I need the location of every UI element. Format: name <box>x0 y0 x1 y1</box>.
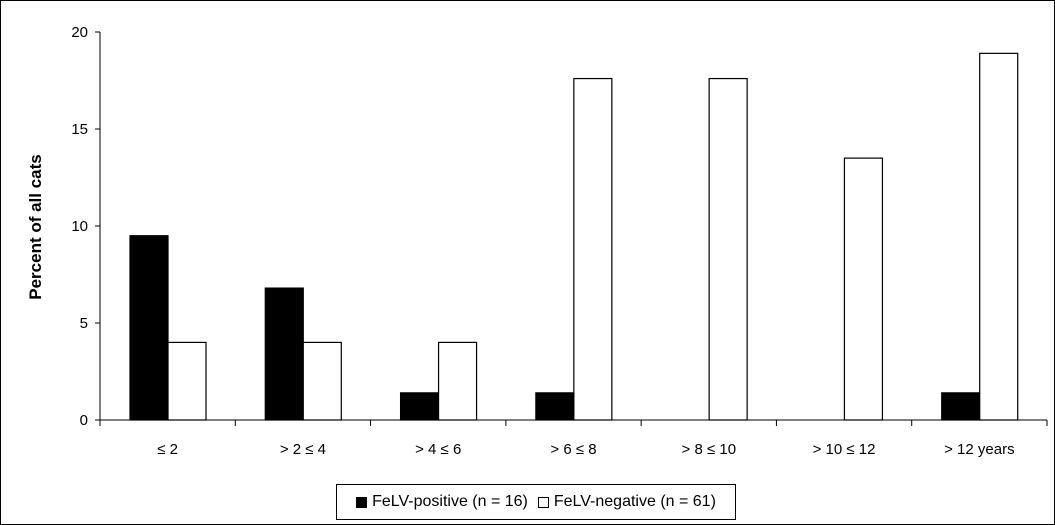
x-tick-label: > 4 ≤ 6 <box>415 441 461 458</box>
legend-swatch-negative <box>537 496 549 508</box>
x-tick-label: > 12 years <box>944 441 1014 458</box>
y-tick-label: 15 <box>71 121 88 138</box>
legend-swatch-positive <box>356 496 368 508</box>
bar-negative-3 <box>573 77 613 421</box>
bar-positive-2 <box>399 392 440 421</box>
bar-negative-4 <box>708 77 748 421</box>
x-tick-label: > 8 ≤ 10 <box>682 441 737 458</box>
axes-group: 0 5 10 15 20 ≤ 2 > 2 ≤ 4 > 4 ≤ 6 > 6 ≤ 8 > 8 ≤ 10… <box>71 24 1048 458</box>
bar-positive-6 <box>941 392 981 421</box>
bar-negative-0 <box>167 341 207 421</box>
bar-positive-1 <box>264 287 304 421</box>
y-tick-label: 10 <box>71 218 88 235</box>
x-tick-label: > 10 ≤ 12 <box>813 441 876 458</box>
bar-positive-3 <box>535 392 575 421</box>
y-tick-label: 20 <box>71 24 88 41</box>
bars-group <box>129 52 1019 421</box>
y-axis-title: Percent of all cats <box>26 154 45 300</box>
legend-label-negative: FeLV-negative (n = 61) <box>553 493 716 510</box>
bar-negative-5 <box>843 157 884 421</box>
x-tick-label: > 6 ≤ 8 <box>550 441 596 458</box>
bar-negative-2 <box>437 341 478 421</box>
legend-item-positive: FeLV-positive (n = 16) <box>356 493 528 511</box>
y-tick-label: 0 <box>80 412 88 429</box>
x-tick-label: ≤ 2 <box>157 441 178 458</box>
y-tick-label: 5 <box>80 315 88 332</box>
bar-negative-6 <box>979 52 1019 421</box>
bar-negative-1 <box>302 341 342 421</box>
bar-positive-0 <box>129 235 169 421</box>
legend: FeLV-positive (n = 16) FeLV-negative (n … <box>336 484 736 520</box>
legend-label-positive: FeLV-positive (n = 16) <box>372 493 528 510</box>
legend-item-negative: FeLV-negative (n = 61) <box>537 493 716 511</box>
x-tick-label: > 2 ≤ 4 <box>280 441 326 458</box>
